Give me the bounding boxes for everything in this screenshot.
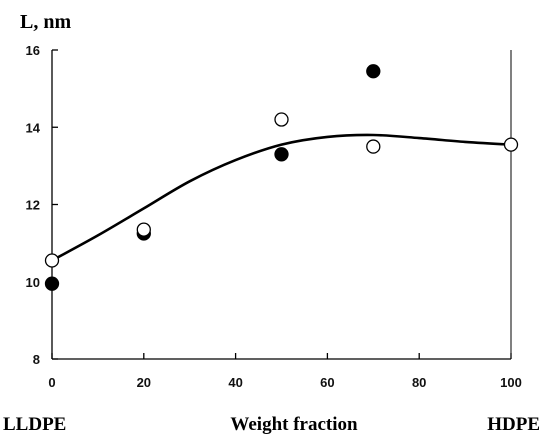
x-tick-label: 40 [228,375,242,390]
axes [51,50,512,360]
y-tick-label: 16 [26,43,40,58]
x-tick-label: 20 [137,375,151,390]
x-axis-title: Weight fraction [230,414,358,435]
x-ticks: 0 20 40 60 80 100 [48,353,522,390]
filled-data-point [366,64,381,79]
x-tick-label: 100 [500,375,522,390]
markers [44,64,519,291]
right-end-label: HDPE [487,414,540,435]
open-data-point [503,137,519,152]
left-end-label: LLDPE [3,414,66,435]
filled-data-point [44,276,60,291]
x-tick-label: 60 [320,375,334,390]
fit-curve [51,133,512,262]
x-tick-label: 0 [48,375,55,390]
y-tick-label: 8 [33,352,40,367]
open-data-point [44,253,60,268]
open-data-point [366,139,381,154]
y-axis-title: L, nm [20,11,71,33]
filled-data-point [274,147,289,162]
x-tick-label: 80 [412,375,426,390]
open-data-point [274,112,289,127]
y-tick-label: 10 [26,275,40,290]
open-data-point [136,222,151,237]
y-ticks: 8 10 12 14 16 [26,43,58,367]
y-tick-label: 12 [26,198,40,213]
y-tick-label: 14 [26,120,41,135]
